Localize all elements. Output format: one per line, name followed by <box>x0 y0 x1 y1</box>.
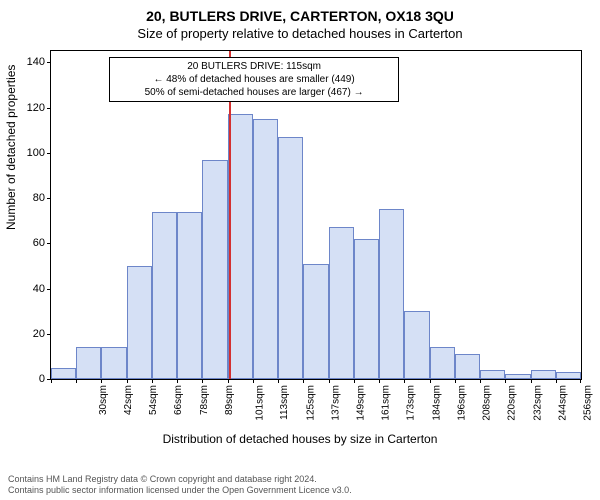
footer-line-2: Contains public sector information licen… <box>8 485 592 496</box>
x-tick-label: 42sqm <box>123 385 134 415</box>
x-tick-label: 256sqm <box>583 385 594 421</box>
x-tick-mark <box>253 379 254 383</box>
histogram-bar <box>404 311 429 379</box>
x-tick-label: 208sqm <box>482 385 493 421</box>
histogram-bar <box>253 119 278 379</box>
y-tick-label: 140 <box>27 56 45 68</box>
x-tick-mark <box>278 379 279 383</box>
histogram-bar <box>430 347 455 379</box>
histogram-bar <box>202 160 227 379</box>
x-tick-label: 244sqm <box>557 385 568 421</box>
x-tick-label: 101sqm <box>255 385 266 421</box>
y-tick-label: 120 <box>27 102 45 114</box>
x-tick-mark <box>379 379 380 383</box>
histogram-bar <box>556 372 581 379</box>
chart-title-sub: Size of property relative to detached ho… <box>0 26 600 41</box>
histogram-bar <box>379 209 404 379</box>
y-tick-mark <box>47 289 51 290</box>
x-tick-mark <box>101 379 102 383</box>
x-tick-mark <box>580 379 581 383</box>
annotation-line: 20 BUTLERS DRIVE: 115sqm <box>116 60 392 73</box>
y-tick-mark <box>47 334 51 335</box>
histogram-bar <box>455 354 480 379</box>
x-tick-mark <box>202 379 203 383</box>
histogram-bar <box>303 264 328 379</box>
x-tick-mark <box>303 379 304 383</box>
y-tick-label: 0 <box>39 373 45 385</box>
property-size-histogram: 20, BUTLERS DRIVE, CARTERTON, OX18 3QU S… <box>0 0 600 500</box>
x-tick-label: 232sqm <box>532 385 543 421</box>
y-tick-label: 40 <box>33 283 45 295</box>
histogram-bar <box>228 114 253 379</box>
x-tick-mark <box>531 379 532 383</box>
histogram-bar <box>354 239 379 379</box>
x-tick-mark <box>480 379 481 383</box>
x-tick-label: 66sqm <box>173 385 184 415</box>
y-tick-mark <box>47 153 51 154</box>
y-tick-label: 100 <box>27 147 45 159</box>
y-tick-label: 60 <box>33 237 45 249</box>
x-tick-label: 196sqm <box>457 385 468 421</box>
x-tick-label: 54sqm <box>148 385 159 415</box>
x-tick-mark <box>76 379 77 383</box>
histogram-bar <box>329 227 354 379</box>
y-tick-label: 20 <box>33 328 45 340</box>
x-tick-mark <box>228 379 229 383</box>
x-tick-label: 161sqm <box>381 385 392 421</box>
x-tick-label: 137sqm <box>330 385 341 421</box>
y-tick-mark <box>47 198 51 199</box>
histogram-bar <box>177 212 202 379</box>
y-tick-mark <box>47 62 51 63</box>
histogram-bar <box>531 370 556 379</box>
histogram-bar <box>152 212 177 379</box>
histogram-bar <box>51 368 76 379</box>
x-tick-label: 184sqm <box>431 385 442 421</box>
x-tick-label: 149sqm <box>356 385 367 421</box>
x-tick-mark <box>354 379 355 383</box>
y-tick-mark <box>47 108 51 109</box>
x-tick-label: 173sqm <box>406 385 417 421</box>
x-tick-mark <box>404 379 405 383</box>
y-axis-label: Number of detached properties <box>4 65 18 230</box>
histogram-bar <box>480 370 505 379</box>
y-tick-mark <box>47 243 51 244</box>
chart-title-main: 20, BUTLERS DRIVE, CARTERTON, OX18 3QU <box>0 8 600 24</box>
histogram-bar <box>505 374 530 379</box>
plot-area: 02040608010012014030sqm42sqm54sqm66sqm78… <box>50 50 582 380</box>
histogram-bar <box>76 347 101 379</box>
x-axis-label: Distribution of detached houses by size … <box>0 432 600 446</box>
x-tick-mark <box>127 379 128 383</box>
x-tick-mark <box>177 379 178 383</box>
x-tick-mark <box>51 379 52 383</box>
annotation-line: 50% of semi-detached houses are larger (… <box>116 86 392 99</box>
histogram-bar <box>127 266 152 379</box>
x-tick-mark <box>152 379 153 383</box>
x-tick-mark <box>430 379 431 383</box>
footer-line-1: Contains HM Land Registry data © Crown c… <box>8 474 592 485</box>
y-tick-label: 80 <box>33 192 45 204</box>
x-tick-mark <box>556 379 557 383</box>
histogram-bar <box>101 347 126 379</box>
attribution-footer: Contains HM Land Registry data © Crown c… <box>8 474 592 497</box>
x-tick-label: 113sqm <box>279 385 290 420</box>
x-tick-label: 125sqm <box>305 385 316 421</box>
histogram-bar <box>278 137 303 379</box>
x-tick-label: 89sqm <box>224 385 235 415</box>
x-tick-label: 78sqm <box>199 385 210 415</box>
x-tick-mark <box>455 379 456 383</box>
x-tick-label: 30sqm <box>98 385 109 415</box>
x-tick-mark <box>505 379 506 383</box>
x-tick-label: 220sqm <box>507 385 518 421</box>
annotation-line: ← 48% of detached houses are smaller (44… <box>116 73 392 86</box>
x-tick-mark <box>329 379 330 383</box>
annotation-box: 20 BUTLERS DRIVE: 115sqm← 48% of detache… <box>109 57 399 102</box>
